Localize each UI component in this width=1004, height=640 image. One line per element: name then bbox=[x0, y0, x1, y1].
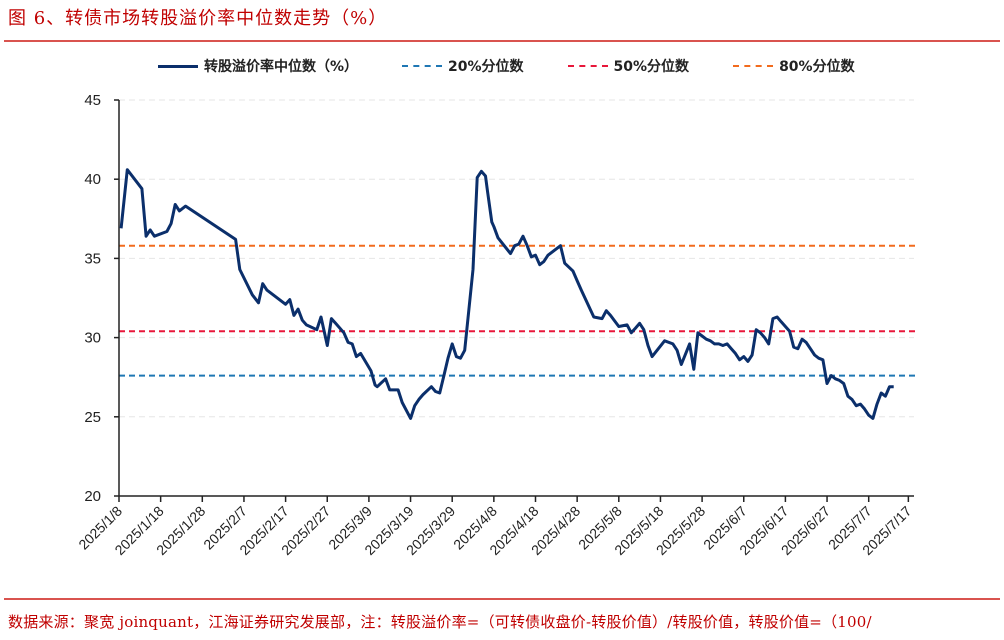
y-tick-label: 25 bbox=[84, 409, 101, 426]
y-tick-label: 20 bbox=[84, 488, 101, 505]
y-tick-label: 35 bbox=[84, 250, 101, 267]
legend-item-p20: 20%分位数 bbox=[402, 56, 524, 76]
legend-swatch-dashed bbox=[402, 65, 443, 67]
legend-swatch-dashed bbox=[733, 65, 774, 67]
y-tick-label: 45 bbox=[84, 92, 101, 109]
legend-swatch-solid bbox=[158, 64, 198, 68]
title-divider bbox=[4, 40, 1000, 42]
legend-item-median: 转股溢价率中位数（%） bbox=[158, 56, 358, 76]
data-source-note: 数据来源：聚宽 joinquant，江海证券研究发展部，注：转股溢价率=（可转债… bbox=[8, 613, 872, 631]
y-tick-label: 40 bbox=[84, 171, 101, 188]
footer-divider bbox=[4, 598, 1000, 600]
line-chart: 2025303540452025/1/82025/1/182025/1/2820… bbox=[75, 92, 916, 558]
legend-item-p80: 80%分位数 bbox=[733, 56, 855, 76]
legend-swatch-dashed bbox=[567, 65, 608, 67]
figure-title: 图 6、转债市场转股溢价率中位数走势（%） bbox=[8, 8, 388, 29]
y-tick-label: 30 bbox=[84, 330, 101, 347]
chart-legend: 转股溢价率中位数（%） 20%分位数 50%分位数 80%分位数 bbox=[158, 56, 899, 76]
legend-label: 20%分位数 bbox=[448, 59, 524, 75]
median-premium-line bbox=[119, 168, 894, 420]
legend-item-p50: 50%分位数 bbox=[567, 56, 690, 76]
legend-label: 80%分位数 bbox=[779, 59, 855, 75]
legend-label: 转股溢价率中位数（%） bbox=[204, 59, 359, 75]
legend-label: 50%分位数 bbox=[613, 59, 690, 75]
